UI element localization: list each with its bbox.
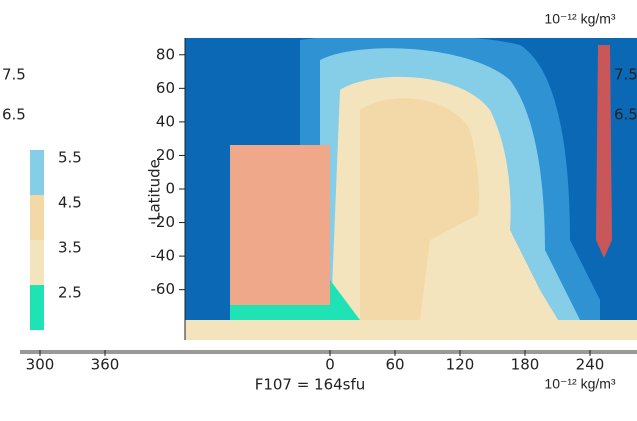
y-tick-label: 40 — [156, 112, 175, 130]
colorbar-tick-label: 6.5 — [2, 106, 26, 124]
y-tick-label: -40 — [151, 247, 176, 265]
colorbar-tick-label: 6.5 — [614, 106, 637, 124]
x-tick-label: 0 — [325, 356, 335, 374]
colorbar-swatch — [30, 150, 44, 195]
colorbar-tick-label: 4.5 — [58, 194, 82, 212]
colorbar-unit: 10⁻¹² kg/m³ — [544, 376, 616, 392]
colorbar-swatch — [30, 285, 44, 330]
colorbar-tick-label: 2.5 — [58, 284, 82, 302]
colorbar-tick-label: 5.5 — [58, 149, 82, 167]
y-tick-label: -60 — [151, 280, 176, 298]
contour-region — [360, 98, 480, 320]
colorbar-tick-label: 7.5 — [614, 66, 637, 84]
y-tick-label: 80 — [156, 45, 175, 63]
x-tick-label: 60 — [385, 356, 404, 374]
y-tick-label: -20 — [151, 213, 176, 231]
x-tick-label: 300 — [26, 356, 55, 374]
colorbar-unit: 10⁻¹² kg/m³ — [544, 11, 616, 27]
plot-mask — [185, 0, 637, 38]
colorbar-swatch — [30, 195, 44, 240]
colorbar-tick-label: 7.5 — [2, 66, 26, 84]
colorbar-swatch — [30, 240, 44, 285]
x-axis-band — [20, 350, 637, 354]
x-tick-label: 240 — [576, 356, 605, 374]
x-tick-label: 180 — [511, 356, 540, 374]
colorbar-tick-label: 3.5 — [58, 239, 82, 257]
y-tick-label: 20 — [156, 146, 175, 164]
chart-title: F107 = 164sfu — [255, 376, 366, 394]
contour-region — [230, 145, 330, 305]
x-tick-label: 120 — [446, 356, 475, 374]
x-tick-label: 360 — [91, 356, 120, 374]
colorbar-swatch — [596, 45, 612, 258]
y-axis-label: Latitude — [146, 159, 164, 221]
y-tick-label: 60 — [156, 79, 175, 97]
y-tick-label: 0 — [165, 180, 175, 198]
